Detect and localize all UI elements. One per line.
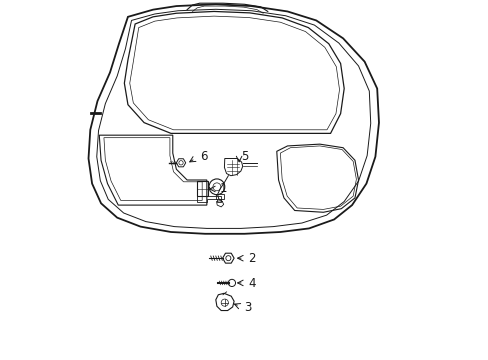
Text: 5: 5 — [241, 150, 248, 163]
Text: 3: 3 — [244, 301, 251, 314]
Text: 4: 4 — [247, 278, 255, 291]
Text: 6: 6 — [199, 150, 207, 163]
Bar — [196, 181, 207, 196]
Bar — [215, 194, 223, 199]
Text: 2: 2 — [247, 252, 255, 265]
Text: 1: 1 — [219, 183, 226, 195]
